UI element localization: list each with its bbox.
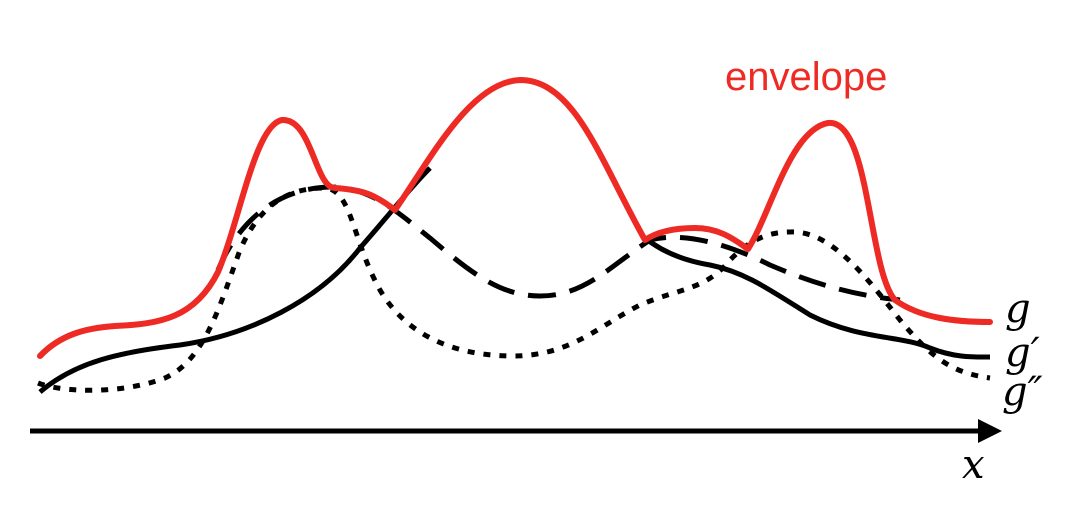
- curve-g-prime-label: g′: [1005, 330, 1040, 376]
- envelope-label: envelope: [725, 55, 887, 99]
- x-axis-arrowhead-icon: [978, 419, 1002, 443]
- curve-envelope: [37, 77, 993, 359]
- x-axis-label: x: [962, 442, 985, 488]
- curve-g-double-prime-label: g″: [1002, 369, 1043, 415]
- curve-g-label: g: [1005, 286, 1031, 332]
- curve-g-prime-solid: [38, 166, 991, 394]
- curve-g-prime: [215, 184, 901, 303]
